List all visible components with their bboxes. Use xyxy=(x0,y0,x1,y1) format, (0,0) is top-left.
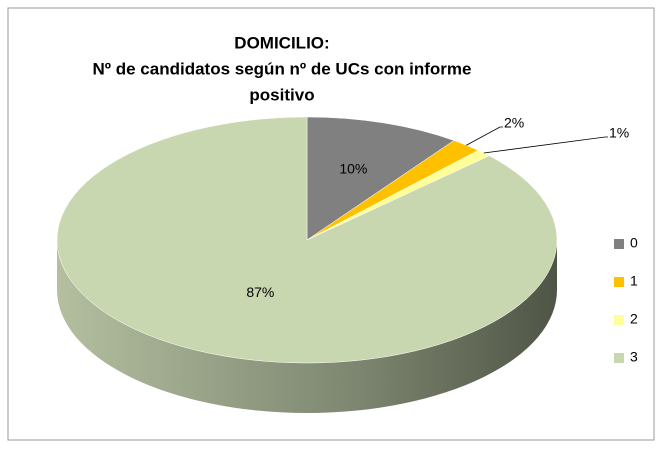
legend-label: 1 xyxy=(630,273,638,289)
title: DOMICILIO: Nº de candidatos según nº de U… xyxy=(93,33,472,104)
chart-title: DOMICILIO: xyxy=(234,33,329,52)
legend-swatch xyxy=(614,239,624,249)
legend-label: 2 xyxy=(630,311,638,327)
data-label: 10% xyxy=(339,161,367,177)
pie-slice-side xyxy=(57,240,557,413)
legend-swatch xyxy=(614,315,624,325)
legend-swatch xyxy=(614,277,624,287)
legend-swatch xyxy=(614,353,624,363)
legend-label: 0 xyxy=(630,235,638,251)
data-label: 1% xyxy=(609,125,629,141)
chart-title: positivo xyxy=(249,85,314,104)
leader-line xyxy=(466,126,503,146)
data-label: 2% xyxy=(504,115,524,131)
pie-slice xyxy=(306,116,455,241)
legend: 0 1 2 3 xyxy=(614,235,638,365)
leader-line xyxy=(483,136,608,154)
pie-slice xyxy=(56,116,558,364)
legend-label: 3 xyxy=(630,349,638,365)
data-label: 87% xyxy=(246,284,274,300)
chart-title: Nº de candidatos según nº de UCs con inf… xyxy=(93,59,472,78)
